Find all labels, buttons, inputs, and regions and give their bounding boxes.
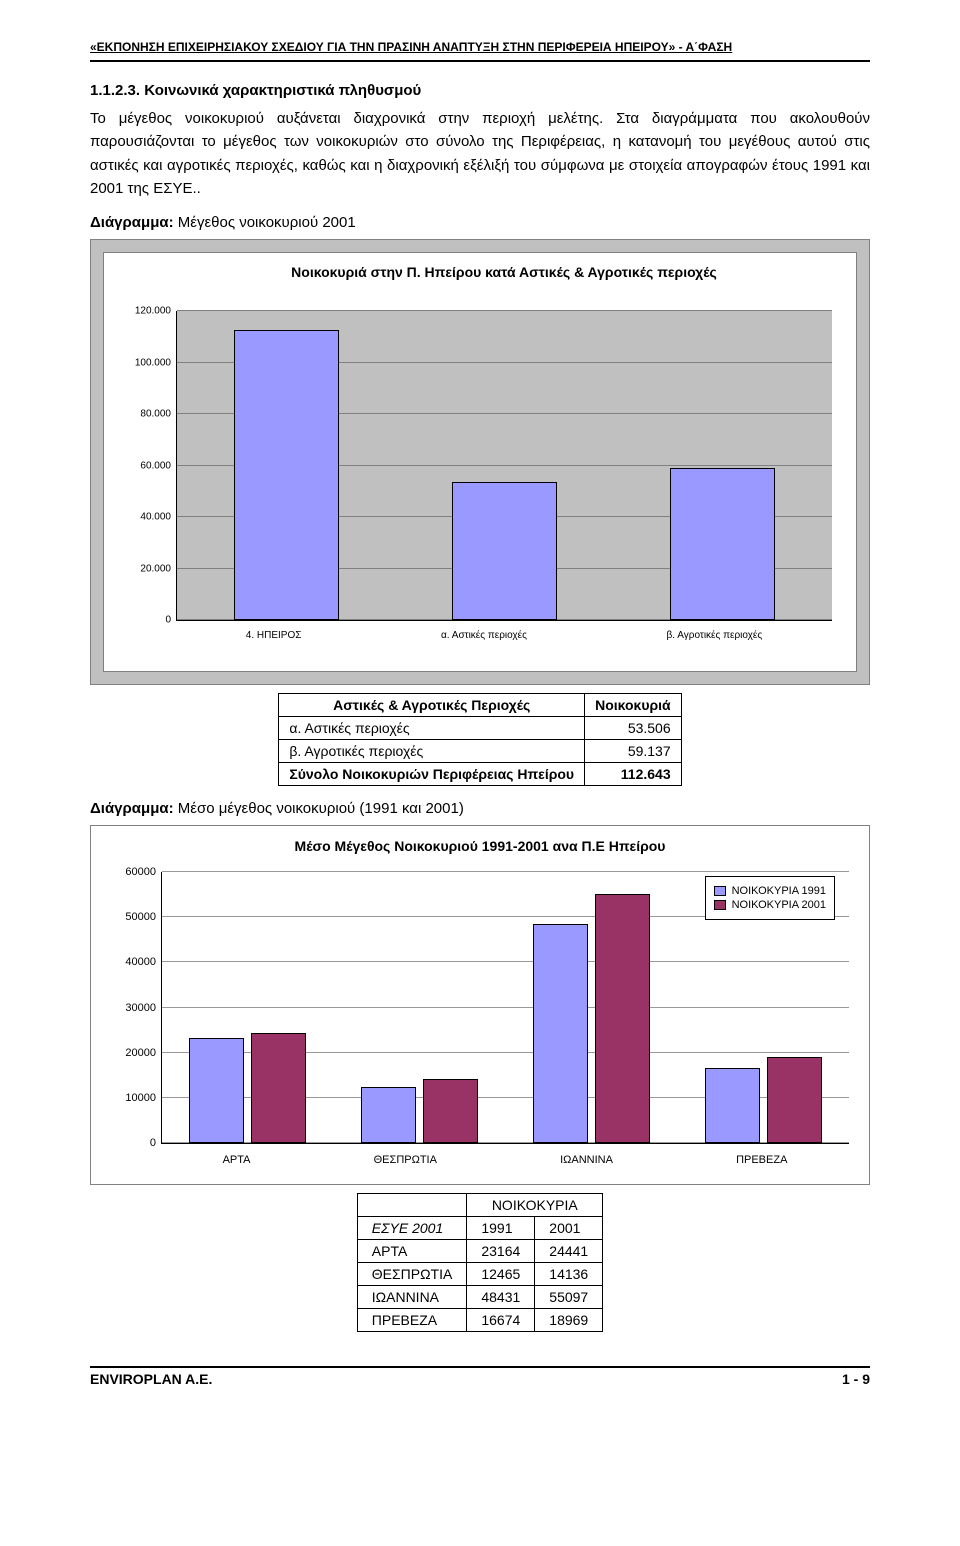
table2-cell: ΙΩΑΝΝΙΝΑ — [357, 1286, 467, 1309]
chart2-ytick: 60000 — [125, 866, 156, 878]
chart2-bar — [423, 1079, 478, 1143]
table1-label: α. Αστικές περιοχές — [279, 717, 585, 740]
table1-value: 59.137 — [585, 740, 682, 763]
chart2-bar — [533, 924, 588, 1143]
diagram2-label-text: Μέσο μέγεθος νοικοκυριού (1991 και 2001) — [178, 800, 464, 817]
chart1-xtick: β. Αγροτικές περιοχές — [667, 630, 763, 641]
chart1-ytick: 100.000 — [135, 357, 171, 368]
chart1-xaxis: 4. ΗΠΕΙΡΟΣ α. Αστικές περιοχές β. Αγροτικέ… — [176, 630, 832, 641]
diagram1-label: Διάγραμμα: Μέγεθος νοικοκυριού 2001 — [90, 214, 870, 231]
legend-swatch — [714, 886, 726, 896]
table2-h0: ΕΣΥΕ 2001 — [357, 1217, 467, 1240]
chart1-xtick: 4. ΗΠΕΙΡΟΣ — [246, 630, 302, 641]
chart1-gridline — [177, 310, 832, 311]
table1-h0: Αστικές & Αγροτικές Περιοχές — [279, 694, 585, 717]
table2-h2: 2001 — [535, 1217, 603, 1240]
table1-total-label: Σύνολο Νοικοκυριών Περιφέρειας Ηπείρου — [279, 763, 585, 786]
table1-total-value: 112.643 — [585, 763, 682, 786]
chart1-ytick: 0 — [165, 615, 171, 626]
chart2-xtick: ΙΩΑΝΝΙΝΑ — [560, 1154, 613, 1166]
table2-tophead: ΝΟΙΚΟΚΥΡΙΑ — [467, 1194, 603, 1217]
chart2-legend: ΝΟΙΚΟΚΥΡΙΑ 1991 ΝΟΙΚΟΚΥΡΙΑ 2001 — [705, 876, 835, 920]
chart1-ytick: 40.000 — [140, 512, 171, 523]
legend-label: ΝΟΙΚΟΚΥΡΙΑ 2001 — [732, 899, 826, 911]
legend-label: ΝΟΙΚΟΚΥΡΙΑ 1991 — [732, 885, 826, 897]
chart2-gridline — [162, 871, 849, 872]
chart2-ytick: 50000 — [125, 911, 156, 923]
chart2-title: Μέσο Μέγεθος Νοικοκυριού 1991-2001 ανα Π… — [103, 838, 857, 862]
table-row: ΑΡΤΑ2316424441 — [357, 1240, 602, 1263]
chart2-legend-item: ΝΟΙΚΟΚΥΡΙΑ 1991 — [714, 885, 826, 897]
table2-cell: 18969 — [535, 1309, 603, 1332]
chart1-ytick: 60.000 — [140, 460, 171, 471]
table1: Αστικές & Αγροτικές Περιοχές Νοικοκυριά … — [278, 693, 681, 786]
chart2-xtick: ΠΡΕΒΕΖΑ — [736, 1154, 787, 1166]
section-heading: 1.1.2.3. Κοινωνικά χαρακτηριστικά πληθυσ… — [90, 82, 870, 99]
chart2-ytick: 10000 — [125, 1092, 156, 1104]
chart2-gridline — [162, 961, 849, 962]
table1-label: β. Αγροτικές περιοχές — [279, 740, 585, 763]
chart2-ytick: 20000 — [125, 1047, 156, 1059]
table2-cell: 12465 — [467, 1263, 535, 1286]
table2-cell: 23164 — [467, 1240, 535, 1263]
page: «ΕΚΠΟΝΗΣΗ ΕΠΙΧΕΙΡΗΣΙΑΚΟΥ ΣΧΕΔΙΟΥ ΓΙΑ ΤΗΝ… — [0, 0, 960, 1427]
chart2-ytick: 0 — [150, 1137, 156, 1149]
chart1-plot: 020.00040.00060.00080.000100.000120.000 — [176, 311, 832, 621]
chart2-gridline — [162, 1007, 849, 1008]
chart2-ytick: 30000 — [125, 1002, 156, 1014]
chart1-ytick: 80.000 — [140, 409, 171, 420]
chart2-ytick: 40000 — [125, 956, 156, 968]
chart2-bar — [705, 1068, 760, 1143]
chart2-xaxis: ΑΡΤΑ ΘΕΣΠΡΩΤΙΑ ΙΩΑΝΝΙΝΑ ΠΡΕΒΕΖΑ — [161, 1154, 849, 1166]
table-row: α. Αστικές περιοχές53.506 — [279, 717, 681, 740]
diagram2-label: Διάγραμμα: Μέσο μέγεθος νοικοκυριού (199… — [90, 800, 870, 817]
table-row: ΘΕΣΠΡΩΤΙΑ1246514136 — [357, 1263, 602, 1286]
table2-h1: 1991 — [467, 1217, 535, 1240]
chart2-bar — [189, 1038, 244, 1143]
diagram2-label-prefix: Διάγραμμα: — [90, 800, 178, 817]
table1-value: 53.506 — [585, 717, 682, 740]
header-rule — [90, 60, 870, 62]
table-row: ΠΡΕΒΕΖΑ1667418969 — [357, 1309, 602, 1332]
chart1-bar — [670, 468, 775, 620]
chart1-bar — [452, 482, 557, 620]
chart2-xtick: ΑΡΤΑ — [223, 1154, 251, 1166]
diagram1-label-text: Μέγεθος νοικοκυριού 2001 — [178, 214, 356, 231]
doc-header: «ΕΚΠΟΝΗΣΗ ΕΠΙΧΕΙΡΗΣΙΑΚΟΥ ΣΧΕΔΙΟΥ ΓΙΑ ΤΗΝ… — [90, 40, 870, 54]
chart1-ytick: 120.000 — [135, 306, 171, 317]
chart2-bar — [361, 1087, 416, 1143]
chart1-xtick: α. Αστικές περιοχές — [441, 630, 527, 641]
chart1-title: Νοικοκυριά στην Π. Ηπείρου κατά Αστικές … — [104, 253, 856, 281]
table2-cell: 14136 — [535, 1263, 603, 1286]
table2-cell: 48431 — [467, 1286, 535, 1309]
legend-swatch — [714, 900, 726, 910]
chart2-bar — [767, 1057, 822, 1143]
diagram1-label-prefix: Διάγραμμα: — [90, 214, 178, 231]
footer-left: ENVIROPLAN A.E. — [90, 1371, 212, 1387]
chart1-bar — [234, 330, 339, 620]
chart2-xtick: ΘΕΣΠΡΩΤΙΑ — [374, 1154, 437, 1166]
table-row: ΙΩΑΝΝΙΝΑ4843155097 — [357, 1286, 602, 1309]
table2-cell: 24441 — [535, 1240, 603, 1263]
table1-total-row: Σύνολο Νοικοκυριών Περιφέρειας Ηπείρου11… — [279, 763, 681, 786]
chart1-outer: Νοικοκυριά στην Π. Ηπείρου κατά Αστικές … — [90, 239, 870, 685]
table2-cell: ΑΡΤΑ — [357, 1240, 467, 1263]
table1-h1: Νοικοκυριά — [585, 694, 682, 717]
table2: ΝΟΙΚΟΚΥΡΙΑ ΕΣΥΕ 2001 1991 2001 ΑΡΤΑ23164… — [357, 1193, 603, 1332]
table2-cell: 55097 — [535, 1286, 603, 1309]
chart1-inner: Νοικοκυριά στην Π. Ηπείρου κατά Αστικές … — [103, 252, 857, 672]
page-footer: ENVIROPLAN A.E. 1 - 9 — [90, 1366, 870, 1387]
chart2-outer: Μέσο Μέγεθος Νοικοκυριού 1991-2001 ανα Π… — [90, 825, 870, 1185]
table2-cell: ΠΡΕΒΕΖΑ — [357, 1309, 467, 1332]
chart1-ytick: 20.000 — [140, 563, 171, 574]
chart2-legend-item: ΝΟΙΚΟΚΥΡΙΑ 2001 — [714, 899, 826, 911]
chart2-bar — [251, 1033, 306, 1143]
table2-cell: ΘΕΣΠΡΩΤΙΑ — [357, 1263, 467, 1286]
body-paragraph: Το μέγεθος νοικοκυριού αυξάνεται διαχρον… — [90, 107, 870, 200]
footer-right: 1 - 9 — [842, 1371, 870, 1387]
table2-topleft — [357, 1194, 467, 1217]
chart2-bar — [595, 894, 650, 1143]
table2-cell: 16674 — [467, 1309, 535, 1332]
table-row: β. Αγροτικές περιοχές59.137 — [279, 740, 681, 763]
